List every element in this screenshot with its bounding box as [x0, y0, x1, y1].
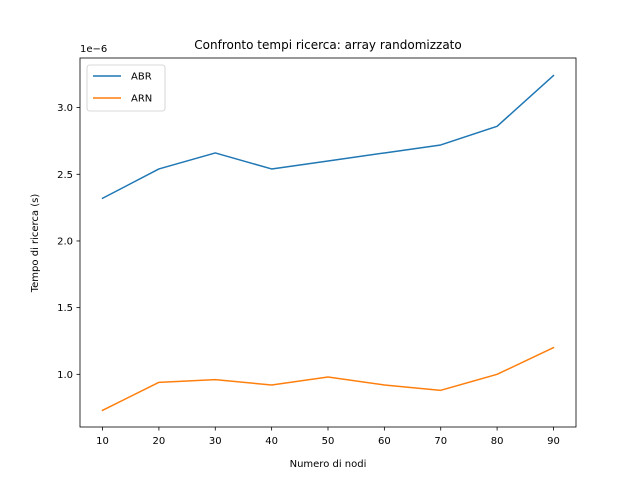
- x-tick-label: 90: [547, 436, 560, 447]
- y-tick-label: 1.0: [57, 370, 73, 381]
- chart-title: Confronto tempi ricerca: array randomizz…: [194, 38, 461, 52]
- legend-label-arn: ARN: [131, 94, 152, 105]
- plot-area: 10 20 30 40 50 60 70 80 90 1.0 1.5 2.0 2.5 3.0 ABR ARN: [57, 57, 577, 447]
- x-tick-label: 10: [96, 436, 109, 447]
- y-tick-label: 2.0: [57, 236, 73, 247]
- legend: ABR ARN: [86, 64, 166, 112]
- x-tick-label: 20: [153, 436, 166, 447]
- y-tick-label: 3.0: [57, 103, 73, 114]
- x-tick-label: 70: [434, 436, 447, 447]
- y-tick-label: 1.5: [57, 303, 73, 314]
- y-axis-label: Tempo di ricerca (s): [30, 194, 41, 294]
- legend-box: [86, 64, 166, 112]
- x-axis-label: Numero di nodi: [290, 459, 367, 470]
- x-tick-label: 30: [209, 436, 222, 447]
- x-tick-label: 40: [265, 436, 278, 447]
- x-tick-label: 80: [491, 436, 504, 447]
- y-offset-label: 1e−6: [80, 44, 107, 55]
- x-tick-label: 50: [322, 436, 335, 447]
- y-tick-label: 2.5: [57, 170, 73, 181]
- x-tick-label: 60: [378, 436, 391, 447]
- legend-label-abr: ABR: [131, 72, 152, 83]
